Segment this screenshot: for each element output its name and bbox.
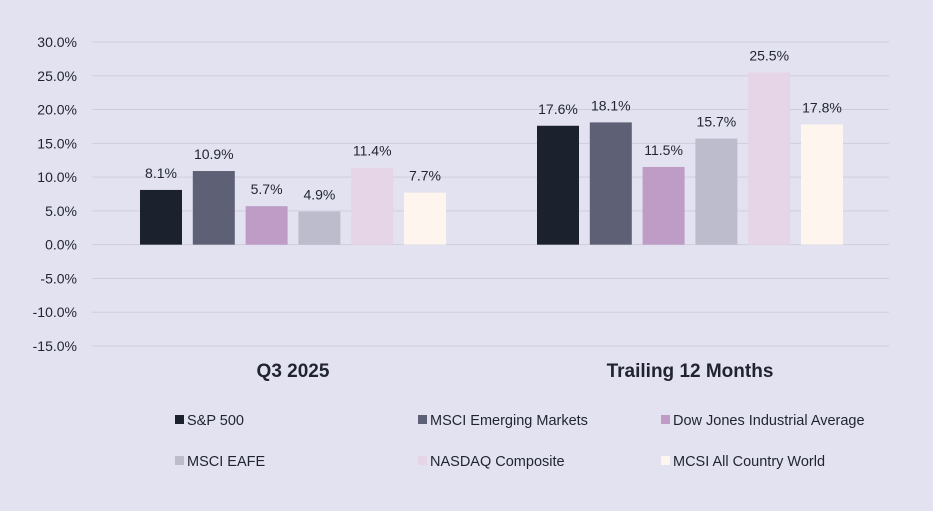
legend-swatch <box>175 415 184 424</box>
y-tick-label: 0.0% <box>45 237 77 253</box>
bar <box>351 167 394 245</box>
bar <box>140 189 182 245</box>
y-tick-label: 15.0% <box>37 135 77 151</box>
bar <box>404 192 446 245</box>
legend-item: NASDAQ Composite <box>418 454 565 470</box>
data-label: 5.7% <box>251 181 283 197</box>
legend-label: S&P 500 <box>187 413 244 429</box>
category-labels: Q3 2025 Trailing 12 Months <box>257 361 774 382</box>
bars <box>140 72 843 245</box>
y-tick-label: -15.0% <box>33 338 77 354</box>
legend-item: MSCI EAFE <box>175 454 265 470</box>
bar <box>192 171 235 245</box>
legend-item: Dow Jones Industrial Average <box>661 413 865 429</box>
legend-swatch <box>175 456 184 465</box>
legend-label: MSCI Emerging Markets <box>430 413 588 429</box>
bar <box>245 206 288 245</box>
data-label: 7.7% <box>409 168 441 184</box>
data-labels: 8.1% 10.9% 5.7% 4.9% 11.4% 7.7% 17.6% 18.1% 11.5… <box>145 47 842 202</box>
bar <box>589 122 632 245</box>
y-tick-label: 25.0% <box>37 68 77 84</box>
bar <box>537 125 579 245</box>
legend-label: NASDAQ Composite <box>430 454 565 470</box>
legend-label: MCSI All Country World <box>673 454 825 470</box>
y-axis: 30.0% 25.0% 20.0% 15.0% 10.0% 5.0% 0.0% -5.0% -1… <box>33 34 77 354</box>
legend: S&P 500 MSCI Emerging Markets Dow Jones In… <box>175 413 865 470</box>
y-tick-label: -5.0% <box>40 270 77 286</box>
legend-item: MSCI Emerging Markets <box>418 413 588 429</box>
data-label: 11.5% <box>644 142 683 158</box>
bar <box>748 72 791 245</box>
legend-label: Dow Jones Industrial Average <box>673 413 865 429</box>
data-label: 8.1% <box>145 165 177 181</box>
bar <box>695 138 738 245</box>
legend-swatch <box>661 415 670 424</box>
category-label: Q3 2025 <box>257 361 330 382</box>
data-label: 11.4% <box>353 143 392 159</box>
data-label: 10.9% <box>194 146 234 162</box>
legend-item: MCSI All Country World <box>661 454 825 470</box>
data-label: 25.5% <box>749 47 789 63</box>
data-label: 4.9% <box>303 187 335 203</box>
data-label: 15.7% <box>697 114 737 130</box>
y-tick-label: 10.0% <box>37 169 77 185</box>
y-tick-label: 20.0% <box>37 102 77 118</box>
y-tick-label: -10.0% <box>33 304 77 320</box>
legend-swatch <box>418 415 427 424</box>
legend-swatch <box>418 456 427 465</box>
bar <box>298 211 341 245</box>
data-label: 17.8% <box>802 99 842 115</box>
legend-swatch <box>661 456 670 465</box>
y-tick-label: 5.0% <box>45 203 77 219</box>
legend-item: S&P 500 <box>175 413 244 429</box>
data-label: 17.6% <box>538 101 578 117</box>
category-label: Trailing 12 Months <box>607 361 774 382</box>
legend-label: MSCI EAFE <box>187 454 265 470</box>
bar <box>801 124 843 245</box>
bar <box>642 166 685 245</box>
y-tick-label: 30.0% <box>37 34 77 50</box>
data-label: 18.1% <box>591 97 631 113</box>
